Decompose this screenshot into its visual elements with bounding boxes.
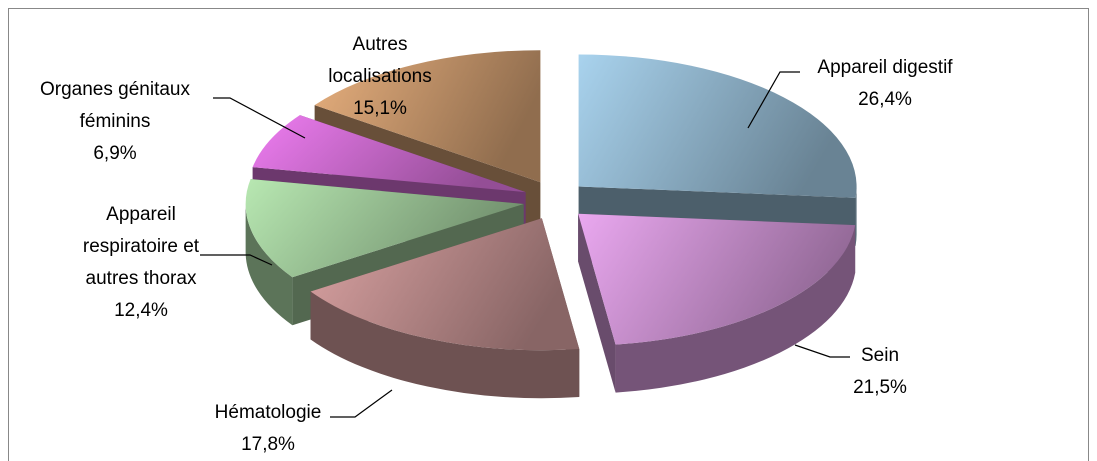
slice-top [310,218,580,351]
slice-top [245,179,524,278]
category-label: Organes génitaux féminins [40,79,190,132]
value-label: 15,1% [353,98,407,119]
slice [578,213,856,393]
value-label: 6,9% [93,143,137,164]
category-label: Appareil digestif [817,57,953,78]
slice-side [855,186,857,246]
leader-line [330,389,393,418]
value-label: 26,4% [858,89,912,110]
slice-label: Appareil digestif 26,4% [785,52,985,116]
value-label: 12,4% [114,300,168,321]
category-label: Hématologie [214,402,322,423]
slice-top [578,54,857,198]
category-label: Autres localisations [328,34,432,87]
slice-label: Organes génitaux féminins 6,9% [10,74,220,170]
leader-line [213,97,306,139]
slice-label: Hématologie 17,8% [168,397,368,461]
slice-top [252,115,526,193]
slice-side [245,203,293,326]
slice-cut-face [578,213,616,393]
leader-line [747,71,800,129]
category-label: Appareil respiratoire et autres thorax [82,204,200,289]
slice-top [314,50,541,183]
slice-label: Sein 21,5% [820,340,940,404]
slice-top [578,213,856,345]
slice-side [615,225,856,393]
chart-frame [8,8,1089,461]
slice-label: Autres localisations 15,1% [305,29,455,125]
value-label: 17,8% [241,434,295,455]
slice-label: Appareil respiratoire et autres thorax 12… [59,199,224,327]
category-label: Sein [860,345,900,366]
leader-line [794,344,850,358]
slice [310,218,580,399]
slice-side [310,291,580,399]
leader-line [200,254,273,266]
value-label: 21,5% [853,377,907,398]
